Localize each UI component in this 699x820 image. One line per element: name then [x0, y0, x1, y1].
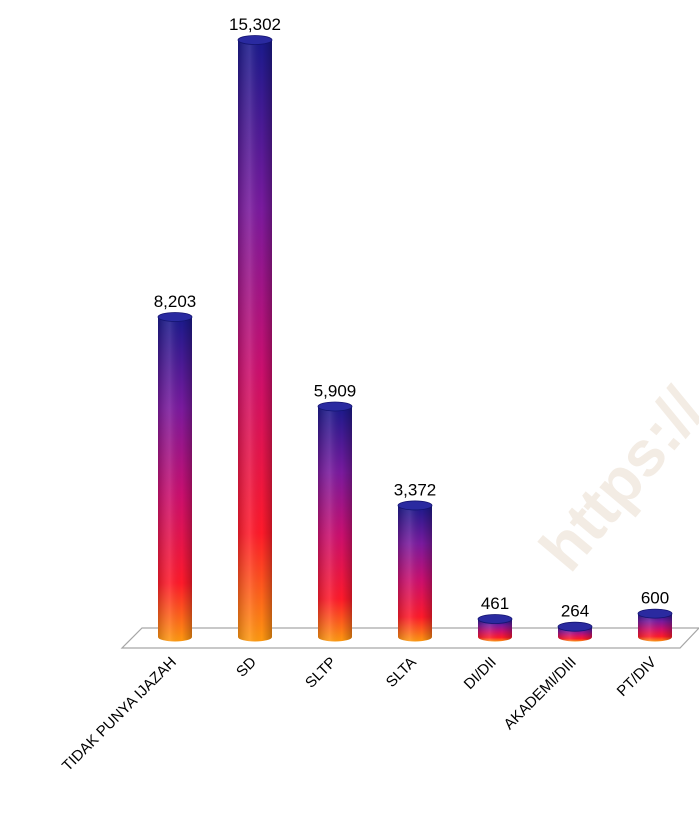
value-label-1: 15,302: [229, 15, 281, 34]
bar-cap-1: [237, 35, 273, 45]
bar-cap-3: [397, 500, 433, 511]
category-label-4: DI/DII: [461, 654, 500, 693]
bar-shading-4: [478, 619, 512, 642]
bar-cap-0: [157, 312, 193, 322]
value-labels-group: 8,203 15,302 5,909 3,372 461 264 600: [154, 15, 669, 621]
category-label-2: SLTP: [302, 654, 340, 692]
value-label-4: 461: [481, 594, 509, 613]
bar-cap-4: [477, 614, 513, 624]
value-label-5: 264: [561, 602, 589, 621]
bar-shading-6: [638, 613, 672, 642]
bar-shading-1: [238, 40, 272, 642]
bar-cap-6: [637, 608, 673, 619]
watermark-text: https://: [526, 374, 699, 584]
category-label-6: PT/DIV: [614, 654, 660, 700]
value-label-0: 8,203: [154, 292, 197, 311]
category-label-1: SD: [233, 654, 260, 681]
value-label-2: 5,909: [314, 381, 357, 400]
category-label-0: TIDAK PUNYA IJAZAH: [59, 654, 180, 775]
bars-group: [157, 35, 673, 642]
value-label-6: 600: [641, 589, 669, 608]
bar-cap-5: [557, 621, 593, 632]
bar-shading-0: [158, 316, 192, 642]
bar-shading-2: [318, 406, 352, 642]
value-label-3: 3,372: [394, 480, 437, 499]
bar-cap-2: [317, 401, 353, 412]
category-labels-group: TIDAK PUNYA IJAZAH SD SLTP SLTA DI/DII AKADEM…: [59, 654, 660, 775]
category-label-3: SLTA: [383, 654, 420, 691]
category-label-5: AKADEMI/DIII: [501, 654, 580, 733]
bar-shading-3: [398, 505, 432, 642]
